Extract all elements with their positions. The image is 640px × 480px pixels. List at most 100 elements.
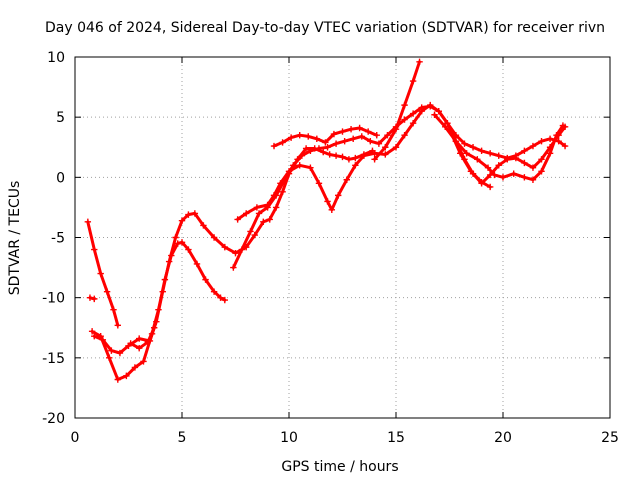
data-point: [97, 270, 104, 277]
data-point: [330, 130, 338, 138]
grid-lines: [75, 57, 610, 418]
data-point: [279, 188, 286, 195]
data-point: [140, 358, 147, 365]
x-tick-label: 20: [494, 430, 512, 446]
data-point: [332, 140, 340, 147]
data-point: [442, 123, 449, 130]
data-point: [114, 376, 121, 383]
data-point: [339, 128, 346, 135]
data-point: [561, 142, 569, 150]
data-point: [364, 128, 372, 135]
data-point: [352, 154, 359, 162]
data-point: [326, 151, 333, 158]
data-point: [504, 156, 511, 163]
data-point: [298, 152, 306, 159]
data-point: [136, 345, 143, 352]
data-point: [382, 151, 389, 158]
data-point: [478, 147, 485, 155]
data-point: [305, 133, 312, 140]
data-point: [84, 218, 92, 226]
data-point: [345, 156, 353, 163]
data-point: [86, 294, 94, 301]
data-point: [435, 107, 442, 115]
data-point: [253, 204, 261, 211]
series-track-2: [86, 294, 98, 303]
data-point: [210, 288, 218, 295]
data-point: [302, 145, 310, 152]
data-point: [474, 156, 481, 163]
data-point: [114, 322, 121, 329]
data-point: [178, 239, 186, 246]
data-point: [221, 296, 228, 304]
data-point: [339, 153, 346, 161]
y-tick-label: 0: [56, 170, 65, 186]
data-point: [153, 318, 160, 325]
data-point: [486, 150, 494, 157]
data-point: [185, 246, 192, 253]
data-point: [110, 306, 117, 313]
data-point: [106, 354, 113, 362]
data-point: [191, 210, 199, 217]
data-point: [371, 156, 378, 163]
data-point: [371, 150, 378, 157]
data-point: [296, 162, 303, 169]
data-point: [401, 101, 408, 109]
data-point: [272, 204, 280, 211]
data-point: [529, 176, 537, 183]
x-tick-label: 25: [601, 430, 619, 446]
series-track-5: [127, 324, 158, 352]
data-point: [307, 164, 314, 171]
data-point: [461, 140, 468, 147]
series-track-6: [230, 103, 569, 271]
data-point: [174, 240, 181, 247]
data-point: [91, 246, 98, 253]
data-point: [384, 132, 391, 139]
data-point: [486, 183, 494, 191]
data-point: [332, 152, 340, 159]
series-track-1: [84, 218, 121, 329]
data-point: [127, 340, 134, 347]
data-point: [469, 144, 477, 151]
data-point: [251, 231, 258, 239]
data-point: [382, 144, 389, 151]
data-point: [352, 162, 359, 169]
x-tick-label: 5: [178, 430, 187, 446]
series-track-9: [371, 58, 423, 163]
series-track-11: [446, 126, 494, 191]
data-point: [510, 170, 517, 177]
data-point: [279, 139, 286, 146]
data-point: [358, 133, 365, 140]
data-point: [559, 122, 567, 129]
data-point: [416, 58, 423, 66]
data-point: [264, 201, 271, 209]
series-line: [373, 60, 421, 161]
data-point: [491, 171, 498, 179]
data-point: [529, 164, 537, 171]
data-point: [123, 372, 130, 380]
data-point: [529, 142, 537, 150]
data-point: [221, 243, 228, 251]
data-point: [178, 217, 186, 224]
x-tick-label: 0: [71, 430, 80, 446]
data-point: [324, 198, 331, 205]
y-tick-label: 10: [47, 50, 65, 66]
data-point: [88, 328, 96, 335]
data-point: [392, 126, 400, 133]
data-point: [165, 258, 173, 265]
data-point: [230, 264, 237, 271]
data-point: [375, 140, 383, 147]
data-point: [108, 347, 115, 354]
data-point: [409, 77, 417, 85]
series-track-8: [270, 124, 380, 150]
data-point: [350, 135, 357, 143]
data-point: [495, 152, 502, 159]
data-point: [202, 276, 209, 283]
data-point: [347, 126, 355, 133]
data-point: [356, 124, 363, 132]
y-tick-label: -15: [42, 351, 65, 367]
series-track-7: [234, 101, 569, 223]
data-point: [159, 288, 166, 295]
x-axis-label: GPS time / hours: [281, 459, 398, 475]
data-point: [328, 206, 335, 214]
